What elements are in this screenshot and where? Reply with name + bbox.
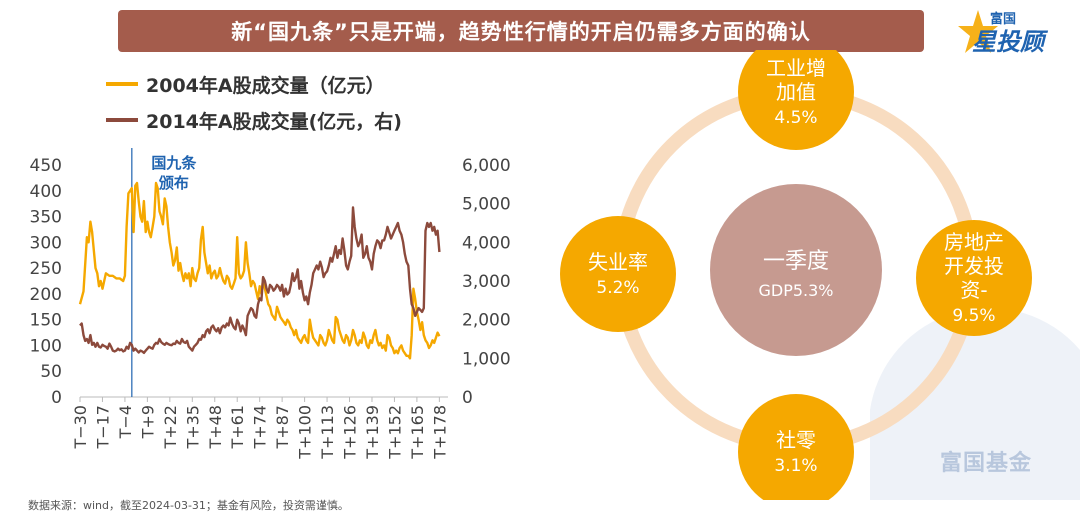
- legend-swatch-2014: [106, 118, 138, 122]
- logo-main-text: 星投顾: [972, 28, 1044, 56]
- center-value: GDP5.3%: [758, 281, 833, 300]
- node-label: 3.1%: [774, 456, 817, 476]
- y-left-tick-label: 300: [30, 233, 62, 253]
- node-unemployment: 失业率 5.2%: [560, 216, 676, 332]
- y-left-tick-label: 450: [30, 156, 62, 176]
- y-left-tick-label: 50: [40, 362, 62, 382]
- x-tick-label: T+87: [273, 405, 292, 450]
- legend-swatch-2004: [106, 82, 138, 86]
- node-circle: [738, 50, 854, 150]
- series-line-2014: [79, 206, 441, 355]
- x-tick-label: T+9: [138, 405, 157, 439]
- node-label: 工业增: [766, 56, 826, 80]
- node-label: 加值: [776, 80, 816, 104]
- x-tick-label: T+113: [318, 405, 337, 460]
- node-label: 资-: [960, 278, 987, 302]
- node-circle: [916, 220, 1032, 336]
- node-label: 开发投: [944, 254, 1004, 278]
- series-line-2004: [78, 181, 441, 360]
- x-tick-label: T+35: [183, 405, 202, 450]
- annotation-label: 颁布: [159, 174, 189, 192]
- y-left-tick-label: 0: [51, 388, 62, 408]
- legend-item-2004: 2004年A股成交量（亿元）: [106, 70, 402, 98]
- footnote: 数据来源：wind，截至2024-03-31；基金有风险，投资需谨慎。: [28, 499, 349, 512]
- page-title: 新“国九条”只是开端，趋势性行情的开启仍需多方面的确认: [118, 10, 924, 52]
- x-tick-label: T+48: [206, 405, 225, 450]
- center-label: 一季度: [763, 249, 829, 274]
- annotation-label: 国九条: [151, 154, 197, 172]
- x-tick-label: T+152: [385, 405, 404, 460]
- y-right-tick-label: 5,000: [462, 195, 511, 215]
- node-circle: [738, 394, 854, 500]
- x-tick-label: T+178: [430, 405, 449, 460]
- emblem-shape: [870, 307, 1080, 500]
- center-circle: [710, 184, 882, 356]
- x-tick-label: T+61: [228, 405, 247, 450]
- node-label: 4.5%: [774, 108, 817, 128]
- star-icon: [958, 10, 998, 53]
- y-right-tick-label: 2,000: [462, 311, 511, 331]
- node-label: 社零: [776, 428, 816, 452]
- legend-item-2014: 2014年A股成交量(亿元，右): [106, 106, 402, 134]
- node-label: 房地产: [944, 230, 1004, 254]
- x-tick-label: T+139: [363, 405, 382, 460]
- x-tick-label: T−30: [71, 405, 90, 450]
- node-retail: 社零 3.1%: [738, 394, 854, 500]
- chart-legend: 2004年A股成交量（亿元） 2014年A股成交量(亿元，右): [106, 70, 402, 142]
- y-left-tick-label: 100: [30, 336, 62, 356]
- x-tick-label: T+165: [408, 405, 427, 460]
- y-left-tick-label: 350: [30, 208, 62, 228]
- x-tick-label: T+126: [341, 405, 360, 460]
- volume-line-chart: 0 50 100 150 200 250 300 350 400 450 0 1,000 2,000 3,…: [30, 148, 511, 460]
- y-left-tick-label: 400: [30, 182, 62, 202]
- legend-label-2014: 2014年A股成交量(亿元，右): [146, 110, 402, 133]
- node-label: 5.2%: [596, 278, 639, 298]
- legend-label-2004: 2004年A股成交量（亿元）: [146, 74, 385, 97]
- y-right-tick-label: 0: [462, 388, 473, 408]
- x-tick-label: T−4: [116, 405, 135, 439]
- x-tick-label: T+100: [296, 405, 315, 460]
- logo-top-text: 富国: [990, 12, 1017, 27]
- node-label: 失业率: [588, 250, 648, 274]
- y-right-tick-label: 4,000: [462, 233, 511, 253]
- watermark: 富国基金: [940, 451, 1033, 476]
- x-tick-label: T+22: [161, 405, 180, 450]
- y-left-tick-label: 200: [30, 285, 62, 305]
- y-right-tick-label: 3,000: [462, 272, 511, 292]
- x-tick-label: T−17: [93, 405, 112, 450]
- y-left-tick-label: 250: [30, 259, 62, 279]
- y-right-tick-label: 1,000: [462, 349, 511, 369]
- brand-logo: 富国 星投顾: [958, 8, 1070, 58]
- node-label: 9.5%: [952, 306, 995, 326]
- x-tick-label: T+74: [251, 405, 270, 450]
- y-right-tick-label: 6,000: [462, 156, 511, 176]
- node-circle: [560, 216, 676, 332]
- y-left-tick-label: 150: [30, 311, 62, 331]
